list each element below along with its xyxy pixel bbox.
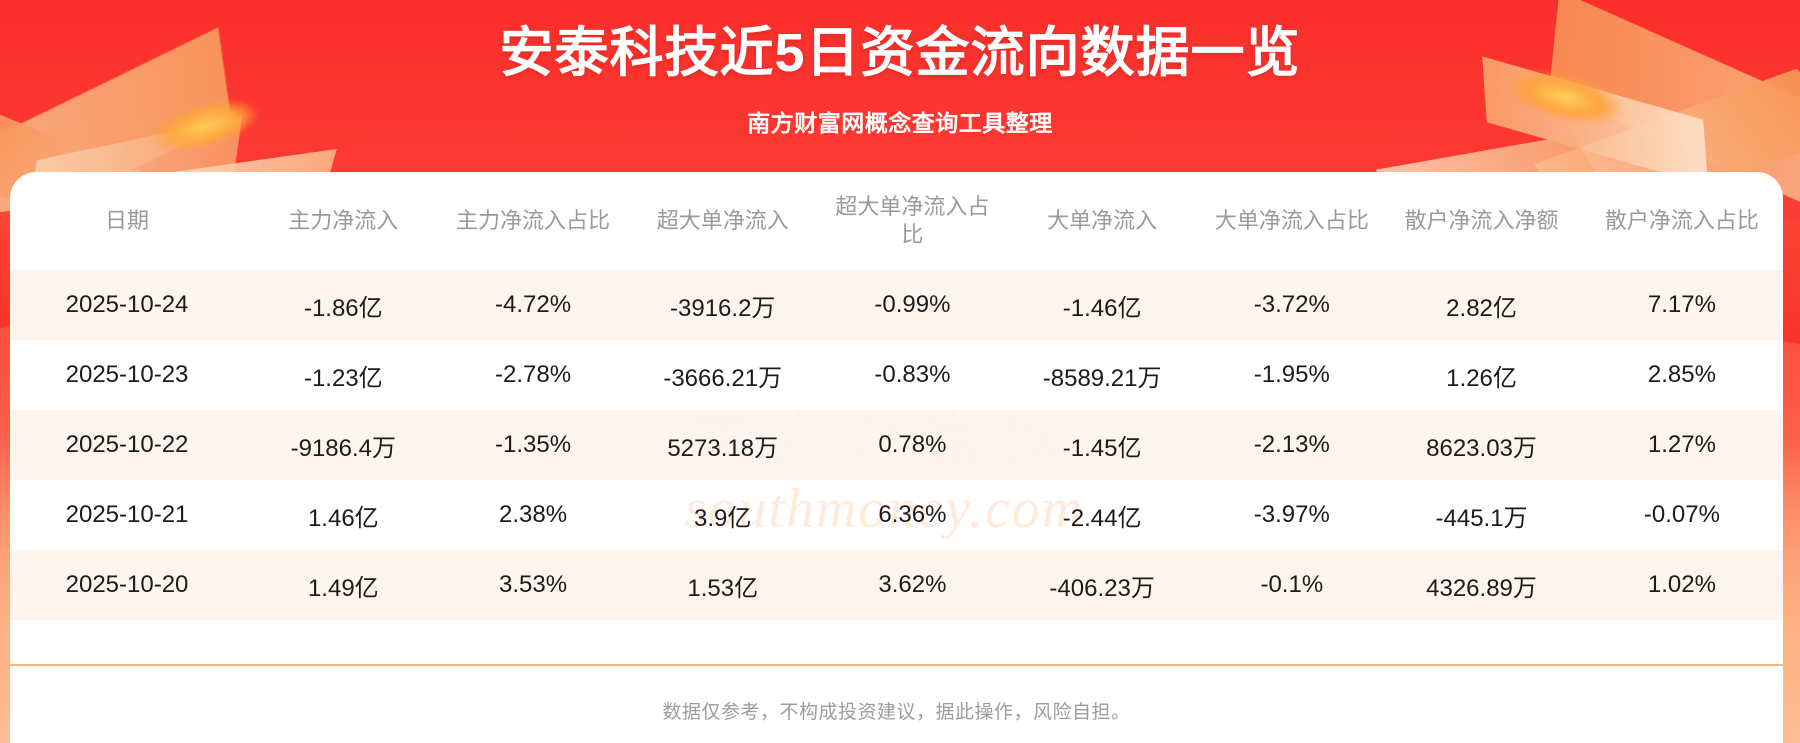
cell-retail-net-inflow-ratio: -0.07% xyxy=(1643,501,1720,528)
column-header-main-net-inflow-ratio: 主力净流入占比 xyxy=(456,207,611,233)
cell-large-net-inflow-ratio: -3.72% xyxy=(1201,270,1383,340)
page-subtitle: 南方财富网概念查询工具整理 xyxy=(747,110,1053,137)
cell-super-large-net-inflow-ratio: 0.78% xyxy=(822,410,1003,480)
cell-main-net-inflow-ratio: -1.35% xyxy=(442,410,624,480)
cell-super-large-net-inflow: 1.53亿 xyxy=(623,550,822,620)
column-header-super-large-net-inflow: 超大单净流入 xyxy=(656,207,789,233)
page-title: 安泰科技近5日资金流向数据一览 xyxy=(499,23,1301,83)
cell-retail-net-inflow-ratio: 2.85% xyxy=(1647,361,1716,388)
column-header-retail-net-inflow-amount: 散户净流入净额 xyxy=(1404,207,1559,233)
cell-large-net-inflow-ratio: -2.13% xyxy=(1201,410,1383,480)
table-row: 2025-10-24 -1.86亿 -4.72% -3916.2万 -0.99%… xyxy=(10,270,1783,340)
fund-flow-table: 日期 主力净流入 主力净流入占比 超大单净流入 超大单净流入占比 大单净流入 大… xyxy=(10,172,1783,620)
footer-divider xyxy=(10,664,1783,666)
cell-super-large-net-inflow: 5273.18万 xyxy=(623,410,822,480)
cell-retail-net-inflow-ratio: 1.02% xyxy=(1580,550,1783,620)
cell-main-net-inflow: -1.86亿 xyxy=(244,270,443,340)
table-row: 2025-10-22 -9186.4万 -1.35% 5273.18万 0.78… xyxy=(10,410,1783,480)
cell-large-net-inflow: -1.46亿 xyxy=(1002,270,1202,340)
column-header-large-net-inflow-ratio: 大单净流入占比 xyxy=(1214,207,1369,233)
cell-super-large-net-inflow-ratio: 6.36% xyxy=(878,501,947,528)
cell-date: 2025-10-20 xyxy=(10,550,245,620)
cell-date: 2025-10-24 xyxy=(10,270,245,340)
cell-large-net-inflow-ratio: -0.1% xyxy=(1201,550,1383,620)
column-header-main-net-inflow: 主力净流入 xyxy=(288,207,399,233)
cell-main-net-inflow-ratio: -4.72% xyxy=(442,270,624,340)
cell-large-net-inflow-ratio: -3.97% xyxy=(1253,501,1330,528)
cell-retail-net-inflow-amount: 1.26亿 xyxy=(1446,364,1517,392)
cell-super-large-net-inflow-ratio: -0.99% xyxy=(822,270,1003,340)
table-row: 2025-10-20 1.49亿 3.53% 1.53亿 3.62% -406.… xyxy=(10,550,1783,620)
cell-date: 2025-10-22 xyxy=(10,410,245,480)
cell-super-large-net-inflow: 3.9亿 xyxy=(694,504,752,532)
column-header-retail-net-inflow-ratio: 散户净流入占比 xyxy=(1604,207,1759,233)
cell-main-net-inflow-ratio: 3.53% xyxy=(442,550,624,620)
cell-main-net-inflow: 1.49亿 xyxy=(244,550,443,620)
column-header-large-net-inflow: 大单净流入 xyxy=(1047,207,1158,233)
cell-date: 2025-10-23 xyxy=(65,361,189,388)
cell-super-large-net-inflow-ratio: -0.83% xyxy=(874,361,951,388)
cell-retail-net-inflow-ratio: 1.27% xyxy=(1580,410,1783,480)
disclaimer-text: 数据仅参考，不构成投资建议，据此操作，风险自担。 xyxy=(662,702,1131,723)
cell-retail-net-inflow-amount: 4326.89万 xyxy=(1382,550,1581,620)
table-row: 2025-10-21 1.46亿 2.38% 3.9亿 6.36% -2.44亿… xyxy=(10,480,1783,550)
data-table-card: 南方财富网 southmoney.com 日期 主力净流入 主力净流入占比 超大… xyxy=(10,172,1783,664)
cell-retail-net-inflow-amount: 8623.03万 xyxy=(1382,410,1581,480)
column-header-date: 日期 xyxy=(105,207,150,233)
page-header: 安泰科技近5日资金流向数据一览 南方财富网概念查询工具整理 xyxy=(0,0,1800,170)
cell-main-net-inflow-ratio: 2.38% xyxy=(498,501,568,528)
cell-super-large-net-inflow: -3666.21万 xyxy=(663,364,783,392)
cell-large-net-inflow-ratio: -1.95% xyxy=(1253,361,1330,388)
cell-main-net-inflow: -1.23亿 xyxy=(303,364,383,392)
cell-large-net-inflow: -1.45亿 xyxy=(1002,410,1202,480)
cell-super-large-net-inflow: -3916.2万 xyxy=(623,270,822,340)
cell-main-net-inflow-ratio: -2.78% xyxy=(494,361,572,388)
cell-super-large-net-inflow-ratio: 3.62% xyxy=(822,550,1003,620)
footer: 数据仅参考，不构成投资建议，据此操作，风险自担。 xyxy=(10,666,1783,743)
column-header-super-large-net-inflow-ratio: 超大单净流入占比 xyxy=(835,193,990,247)
table-header-row: 日期 主力净流入 主力净流入占比 超大单净流入 超大单净流入占比 大单净流入 大… xyxy=(10,172,1783,270)
cell-large-net-inflow: -8589.21万 xyxy=(1042,364,1162,392)
cell-main-net-inflow: -9186.4万 xyxy=(244,410,443,480)
cell-large-net-inflow: -2.44亿 xyxy=(1062,504,1142,532)
cell-retail-net-inflow-amount: 2.82亿 xyxy=(1382,270,1581,340)
cell-main-net-inflow: 1.46亿 xyxy=(307,504,379,532)
cell-retail-net-inflow-amount: -445.1万 xyxy=(1435,504,1528,532)
cell-date: 2025-10-21 xyxy=(65,501,189,528)
cell-retail-net-inflow-ratio: 7.17% xyxy=(1580,270,1783,340)
table-row: 2025-10-23 -1.23亿 -2.78% -3666.21万 -0.83… xyxy=(10,340,1783,410)
cell-large-net-inflow: -406.23万 xyxy=(1002,550,1202,620)
